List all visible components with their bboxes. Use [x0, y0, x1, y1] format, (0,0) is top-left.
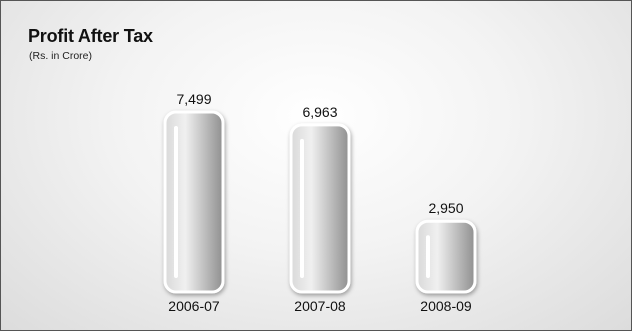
category-label-2006-07: 2006-07 — [168, 298, 220, 314]
category-label-2007-08: 2007-08 — [294, 298, 346, 314]
bar-2006-07 — [163, 110, 225, 294]
value-label-2006-07: 7,499 — [176, 91, 211, 107]
bar-highlight-2008-09 — [426, 235, 430, 278]
bar-highlight-2007-08 — [300, 138, 304, 278]
value-label-2007-08: 6,963 — [302, 104, 337, 120]
chart-title: Profit After Tax — [28, 26, 153, 46]
chart-subtitle: (Rs. in Crore) — [29, 50, 93, 62]
category-label-2008-09: 2008-09 — [420, 298, 472, 314]
bar-2007-08 — [289, 123, 351, 294]
bar-2008-09 — [415, 219, 477, 294]
value-label-2008-09: 2,950 — [428, 200, 463, 216]
bar-highlight-2006-07 — [174, 126, 178, 278]
